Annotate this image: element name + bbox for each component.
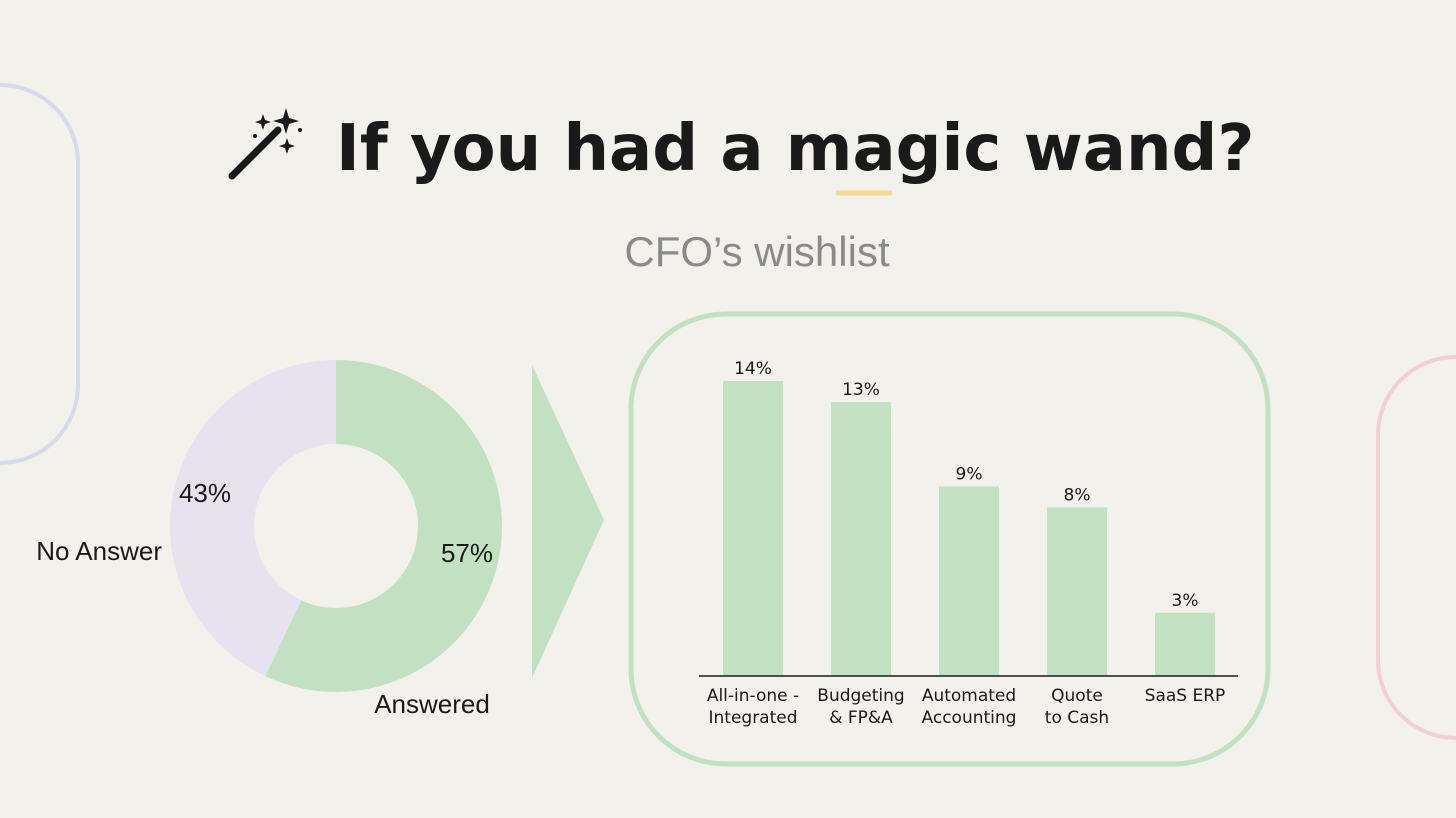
bar-category-label: SaaS ERP <box>1145 686 1226 706</box>
bar <box>1155 612 1215 676</box>
donut-category-label: Answered <box>374 689 490 719</box>
bar-value-label: 9% <box>956 464 983 484</box>
bar-chart: 14% All-in-one -Integrated 13% Budgeting & F… <box>707 359 1225 728</box>
bar-category-label: Budgeting & FP&A <box>817 686 904 728</box>
magic-wand-icon <box>228 108 302 180</box>
decor-outline-left <box>0 83 80 465</box>
donut-value-label: 57% <box>441 538 493 568</box>
page-subtitle: CFO’s wishlist <box>624 228 890 275</box>
donut-chart: 57% Answered 43% No Answer <box>36 360 503 719</box>
arrow-shape <box>532 365 604 678</box>
decor-outline-right <box>1376 355 1456 740</box>
donut-category-label: No Answer <box>36 536 162 566</box>
donut-value-label: 43% <box>179 478 231 508</box>
bar-category-label: Quote to Cash <box>1045 686 1109 728</box>
bar <box>831 402 891 676</box>
page-title: If you had a magic wand? <box>336 112 1254 186</box>
bar-value-label: 14% <box>734 359 772 379</box>
donut-slice-answered <box>265 360 503 692</box>
bar <box>1047 507 1107 676</box>
bar-value-label: 13% <box>842 380 880 400</box>
bar-category-label: Automated Accounting <box>922 686 1017 728</box>
donut-slice-no-answer <box>170 360 336 677</box>
bar-chart-frame <box>628 311 1271 767</box>
bar <box>939 486 999 676</box>
bar <box>723 381 783 676</box>
bar-value-label: 3% <box>1172 591 1199 611</box>
bar-value-label: 8% <box>1064 485 1091 505</box>
bar-category-label: All-in-one -Integrated <box>707 686 799 728</box>
